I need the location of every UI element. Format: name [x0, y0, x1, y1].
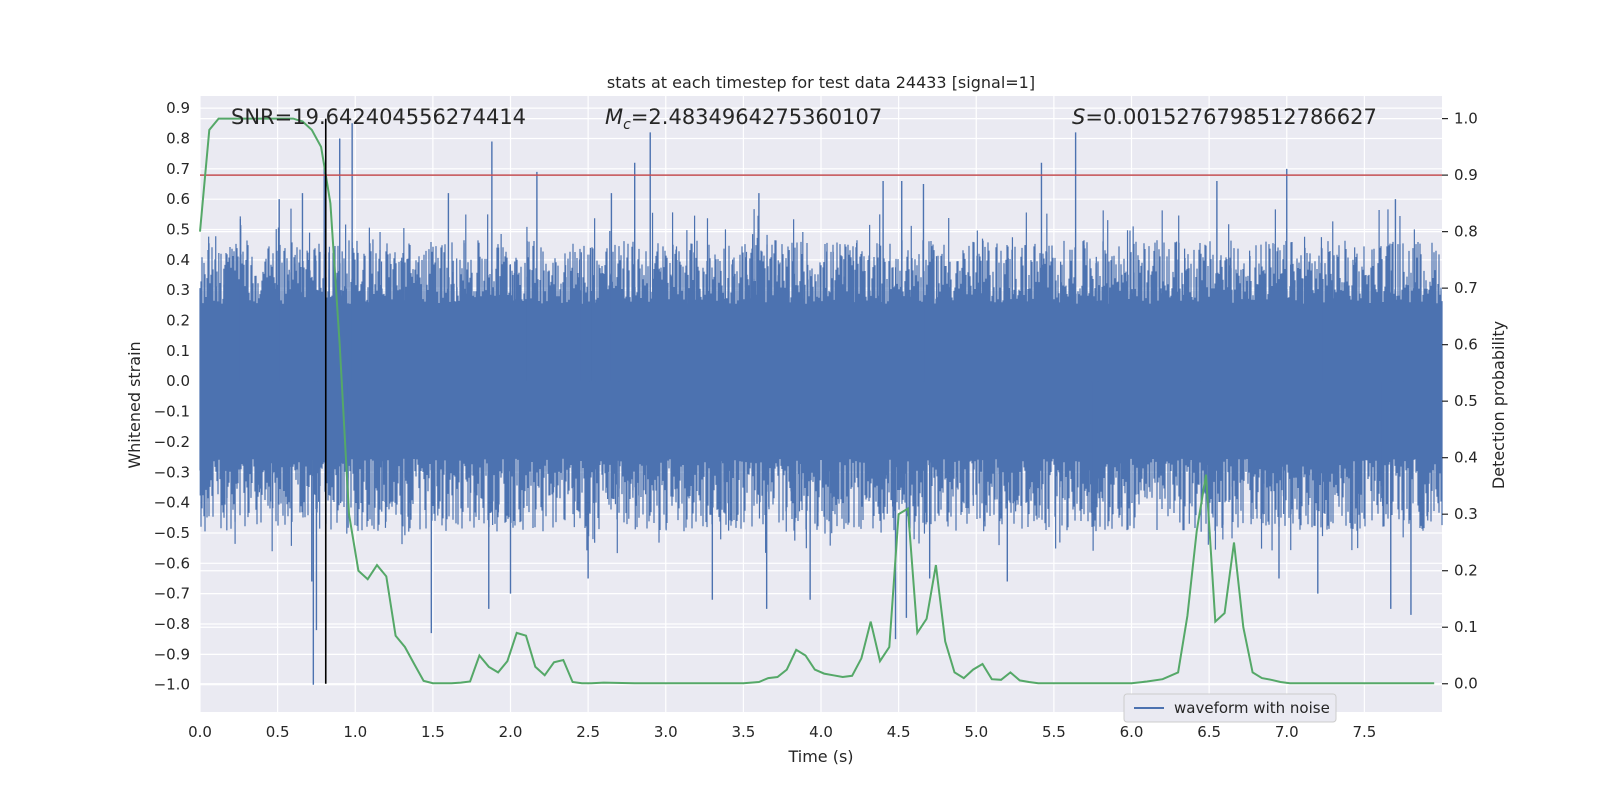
y-axis-label: Whitened strain — [125, 341, 144, 468]
s-annotation: S=0.0015276798512786627 — [1072, 105, 1377, 129]
y-tick-label: −0.6 — [154, 554, 190, 572]
y-tick-label: −0.8 — [154, 615, 190, 633]
x-tick-label: 1.0 — [343, 723, 367, 741]
y-right-tick-label: 0.9 — [1454, 166, 1478, 184]
x-tick-label: 6.0 — [1120, 723, 1144, 741]
y-tick-labels: 0.9 0.8 0.7 0.6 0.5 0.4 0.3 0.2 0.1 0.0 −0.1 −0.2 −0… — [154, 99, 190, 694]
x-tick-labels: 0.0 0.5 1.0 1.5 2.0 2.5 3.0 3.5 4.0 4.5 5.0 5.5 6.0 6… — [188, 723, 1376, 741]
x-axis-label: Time (s) — [787, 747, 853, 766]
x-tick-label: 7.5 — [1352, 723, 1376, 741]
x-tick-label: 4.5 — [887, 723, 911, 741]
snr-annotation: SNR=19.642404556274414 — [231, 105, 526, 129]
y-right-tick-label: 0.8 — [1454, 223, 1478, 241]
y-tick-label: −0.1 — [154, 403, 190, 421]
y-right-axis-label: Detection probability — [1489, 321, 1508, 489]
x-tick-label: 2.5 — [576, 723, 600, 741]
y-tick-label: 0.0 — [166, 372, 190, 390]
chirp-mass-annotation: Mc=2.4834964275360107 — [605, 105, 882, 133]
strain-bulk — [199, 240, 1443, 532]
y-right-tick-label: 0.0 — [1454, 675, 1478, 693]
y-tick-label: 0.9 — [166, 99, 190, 117]
legend-label: waveform with noise — [1174, 699, 1330, 717]
y-tick-label: 0.1 — [166, 342, 190, 360]
x-tick-label: 0.5 — [266, 723, 290, 741]
y-right-tick-label: 1.0 — [1454, 110, 1478, 128]
probability-series — [199, 117, 1435, 685]
y-tick-label: −0.2 — [154, 433, 190, 451]
probability-line — [199, 117, 1435, 685]
chart-title: stats at each timestep for test data 244… — [607, 73, 1035, 92]
y-tick-label: 0.5 — [166, 221, 190, 239]
y-tick-label: −0.3 — [154, 463, 190, 481]
y-tick-label: −0.5 — [154, 524, 190, 542]
strain-series — [199, 123, 1443, 685]
y-tick-label: −0.7 — [154, 585, 190, 603]
y-tick-label: −0.9 — [154, 645, 190, 663]
y-tick-label: −0.4 — [154, 494, 190, 512]
y-right-tick-label: 0.7 — [1454, 279, 1478, 297]
y-right-tick-labels: 1.0 0.9 0.8 0.7 0.6 0.5 0.4 0.3 0.2 0.1 0.0 — [1442, 110, 1478, 693]
y-right-tick-label: 0.3 — [1454, 505, 1478, 523]
x-tick-label: 4.0 — [809, 723, 833, 741]
x-tick-label: 3.0 — [654, 723, 678, 741]
y-tick-label: −1.0 — [154, 676, 190, 694]
y-right-tick-label: 0.6 — [1454, 336, 1478, 354]
x-tick-label: 1.5 — [421, 723, 445, 741]
y-right-tick-label: 0.5 — [1454, 392, 1478, 410]
x-tick-label: 3.5 — [731, 723, 755, 741]
legend-box — [1123, 693, 1337, 723]
x-tick-label: 7.0 — [1275, 723, 1299, 741]
x-tick-label: 5.0 — [964, 723, 988, 741]
legend: waveform with noise — [1123, 693, 1337, 723]
y-right-tick-label: 0.1 — [1454, 618, 1478, 636]
y-tick-label: 0.4 — [166, 251, 190, 269]
x-tick-label: 5.5 — [1042, 723, 1066, 741]
x-tick-label: 2.0 — [499, 723, 523, 741]
y-tick-label: 0.6 — [166, 190, 190, 208]
x-tick-label: 6.5 — [1197, 723, 1221, 741]
y-tick-label: 0.7 — [166, 160, 190, 178]
x-tick-label: 0.0 — [188, 723, 212, 741]
y-right-tick-label: 0.4 — [1454, 449, 1478, 467]
y-tick-label: 0.2 — [166, 312, 190, 330]
y-right-tick-label: 0.2 — [1454, 562, 1478, 580]
y-tick-label: 0.3 — [166, 281, 190, 299]
y-tick-label: 0.8 — [166, 129, 190, 147]
